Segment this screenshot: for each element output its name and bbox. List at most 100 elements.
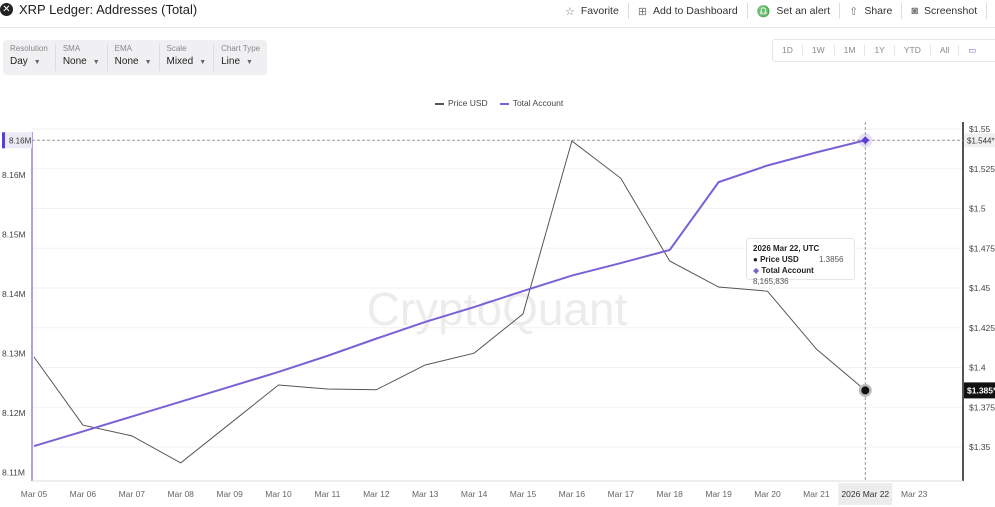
bell-icon: ♎ xyxy=(756,5,771,18)
price-dot-icon: ● xyxy=(753,255,758,264)
resolution-value: Day xyxy=(10,56,28,67)
x-tick-label: Mar 12 xyxy=(363,489,390,499)
left-tick-label: 8.12M xyxy=(2,408,26,418)
range-1d[interactable]: 1D xyxy=(773,45,803,56)
left-tick-label: 8.13M xyxy=(2,349,26,359)
right-tick-label: $1.425 xyxy=(969,323,995,333)
right-tick-label: $1.45 xyxy=(969,283,991,293)
chevron-down-icon: ▼ xyxy=(246,59,253,66)
tooltip-price-value: 1.3856 xyxy=(819,255,844,264)
right-tick-label: $1.4 xyxy=(969,363,986,373)
set-alert-button[interactable]: ♎ Set an alert xyxy=(748,3,841,19)
sma-value: None xyxy=(62,56,87,67)
x-tick-label: Mar 11 xyxy=(314,489,340,499)
account-diamond-icon: ◆ xyxy=(753,266,760,275)
legend-swatch xyxy=(435,103,444,105)
x-tick-label: Mar 10 xyxy=(265,489,292,499)
sma-label: SMA xyxy=(62,44,81,53)
share-button[interactable]: ⇧ Share xyxy=(840,3,903,19)
range-ytd[interactable]: YTD xyxy=(895,45,931,56)
right-high-marker xyxy=(964,133,995,148)
share-icon: ⇧ xyxy=(849,5,859,18)
star-icon: ☆ xyxy=(565,5,575,18)
share-label: Share xyxy=(864,5,893,17)
left-tick-label: 8.14M xyxy=(2,289,26,299)
right-tick-label: $1.35 xyxy=(969,442,991,452)
chart-type-value: Line xyxy=(221,56,241,67)
chevron-down-icon: ▼ xyxy=(199,59,207,66)
left-tick-label: 8.11M xyxy=(2,468,25,478)
folder-plus-icon: ⊞ xyxy=(637,5,648,18)
chart-type-select[interactable]: Chart Type Line ▼ xyxy=(214,44,267,71)
legend-label: Total Account xyxy=(512,98,564,108)
right-tick-label: $1.475 xyxy=(969,243,995,253)
x-tick-label: Mar 08 xyxy=(167,489,194,499)
x-tick-label: Mar 20 xyxy=(754,489,781,499)
chart-type-label: Chart Type xyxy=(221,44,261,53)
tooltip-price-label: Price USD xyxy=(760,255,799,264)
resolution-label: Resolution xyxy=(10,44,48,53)
xrp-logo-icon: ✕ xyxy=(0,3,13,16)
left-value-marker xyxy=(2,132,32,149)
chevron-down-icon: ▼ xyxy=(144,59,152,66)
tooltip: 2026 Mar 22, UTC ● Price USD 1.3856 ◆ To… xyxy=(746,238,855,286)
sma-select[interactable]: SMA None ▼ xyxy=(56,44,108,71)
right-tick-label: $1.55 xyxy=(969,124,991,134)
left-tick-label: 8.16M xyxy=(2,170,26,180)
series-line-price xyxy=(33,140,866,464)
resolution-select[interactable]: Resolution Day ▼ xyxy=(3,44,56,71)
x-tick-label: Mar 06 xyxy=(70,489,97,499)
price-hover-marker xyxy=(861,386,870,395)
x-tick-highlight xyxy=(838,483,893,505)
legend-swatch xyxy=(499,103,509,105)
ema-value: None xyxy=(114,56,139,67)
account-hover-marker xyxy=(861,136,870,145)
calendar-icon[interactable]: ▭ xyxy=(968,45,977,55)
ema-select[interactable]: EMA None ▼ xyxy=(108,44,160,71)
chevron-down-icon: ▼ xyxy=(33,59,41,66)
scale-select[interactable]: Scale Mixed ▼ xyxy=(160,44,215,71)
alert-label: Set an alert xyxy=(776,5,831,17)
right-high-marker-text: $1.544* xyxy=(967,136,995,145)
add-dashboard-label: Add to Dashboard xyxy=(653,5,738,17)
chevron-down-icon: ▼ xyxy=(92,59,100,66)
tooltip-account-label: Total Account xyxy=(761,266,814,275)
legend-item-price[interactable]: Price USD xyxy=(435,98,488,108)
x-tick-label: Mar 05 xyxy=(21,489,48,499)
right-tick-label: $1.525 xyxy=(969,164,995,174)
favorite-label: Favorite xyxy=(580,5,619,17)
favorite-button[interactable]: ☆ Favorite xyxy=(556,3,629,19)
legend-item-total-account[interactable]: Total Account xyxy=(499,98,564,108)
x-tick-label: Mar 13 xyxy=(412,489,439,499)
range-1w[interactable]: 1W xyxy=(803,45,835,56)
range-selector: 1D 1W 1M 1Y YTD All ▭ xyxy=(772,39,995,62)
right-current-marker-text: $1.385* xyxy=(967,385,995,395)
x-tick-label: Mar 07 xyxy=(119,489,146,499)
right-tick-label: $1.5 xyxy=(969,204,986,214)
x-tick-label: Mar 16 xyxy=(559,489,586,499)
right-tick-label: $1.375 xyxy=(969,402,995,412)
scale-value: Mixed xyxy=(166,56,194,67)
left-value-marker-bar xyxy=(2,132,5,149)
scale-label: Scale xyxy=(166,44,187,53)
range-all[interactable]: All xyxy=(931,45,960,56)
screenshot-label: Screenshot xyxy=(924,5,978,17)
x-tick-label: Mar 23 xyxy=(901,489,928,499)
chart-title: ✕ XRP Ledger: Addresses (Total) xyxy=(0,2,197,17)
x-tick-label: Mar 15 xyxy=(510,489,537,499)
x-tick-label: Mar 09 xyxy=(216,489,243,499)
legend-label: Price USD xyxy=(448,98,488,108)
add-to-dashboard-button[interactable]: ⊞ Add to Dashboard xyxy=(629,3,748,19)
x-tick-label: 2026 Mar 22 xyxy=(841,489,889,499)
x-tick-label: Mar 19 xyxy=(705,489,732,499)
x-tick-label: Mar 21 xyxy=(803,489,830,499)
left-tick-label: 8.15M xyxy=(2,230,26,240)
camera-icon: ◙ xyxy=(911,5,918,17)
screenshot-button[interactable]: ◙ Screenshot xyxy=(902,3,988,19)
chart-controls: Resolution Day ▼ SMA None ▼ EMA None ▼ Scale Mi… xyxy=(3,40,268,75)
range-1y[interactable]: 1Y xyxy=(865,45,895,56)
x-tick-label: Mar 14 xyxy=(461,489,488,499)
range-1m[interactable]: 1M xyxy=(835,45,866,56)
header-bar: ✕ XRP Ledger: Addresses (Total) ☆ Favorite… xyxy=(0,0,995,28)
